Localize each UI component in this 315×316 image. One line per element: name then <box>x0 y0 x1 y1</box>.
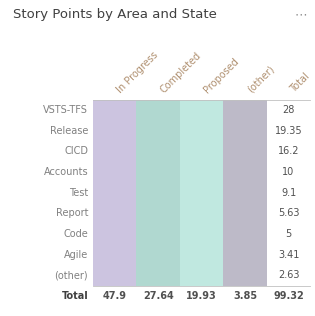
Text: 0: 0 <box>112 208 118 218</box>
Text: VSTS-TFS: VSTS-TFS <box>43 105 88 115</box>
Text: 0: 0 <box>112 167 118 177</box>
Text: 19.35: 19.35 <box>275 125 302 136</box>
Text: CICD: CICD <box>64 146 88 156</box>
Text: 0.66: 0.66 <box>147 250 169 260</box>
Text: 27.64: 27.64 <box>143 291 174 301</box>
Text: 0: 0 <box>242 146 248 156</box>
Text: 10.2: 10.2 <box>147 125 169 136</box>
Text: 0.5: 0.5 <box>238 105 253 115</box>
Text: 0.2: 0.2 <box>151 146 166 156</box>
Text: 0: 0 <box>242 167 248 177</box>
Text: 0: 0 <box>112 229 118 239</box>
Text: 0.35: 0.35 <box>234 188 256 198</box>
Text: 1.5: 1.5 <box>238 250 253 260</box>
Text: Accounts: Accounts <box>43 167 88 177</box>
Text: Agile: Agile <box>64 250 88 260</box>
Text: 4.15: 4.15 <box>104 125 125 136</box>
Text: Completed: Completed <box>158 50 203 95</box>
Text: 1.5: 1.5 <box>151 105 166 115</box>
Text: Total: Total <box>289 72 312 95</box>
Text: 2.63: 2.63 <box>278 270 299 281</box>
Text: ⋯: ⋯ <box>295 8 307 21</box>
Text: Story Points by Area and State: Story Points by Area and State <box>13 8 216 21</box>
Text: 0: 0 <box>198 105 205 115</box>
Text: 0: 0 <box>155 229 161 239</box>
Text: 16: 16 <box>109 146 121 156</box>
Text: Release: Release <box>50 125 88 136</box>
Text: 5.63: 5.63 <box>278 208 299 218</box>
Text: 3.41: 3.41 <box>278 250 299 260</box>
Text: (other): (other) <box>54 270 88 281</box>
Text: Code: Code <box>63 229 88 239</box>
Text: In Progress: In Progress <box>115 50 160 95</box>
Text: 0: 0 <box>242 229 248 239</box>
Text: Total: Total <box>61 291 88 301</box>
Text: 3.85: 3.85 <box>233 291 257 301</box>
Text: 4.13: 4.13 <box>191 208 212 218</box>
Text: Report: Report <box>56 208 88 218</box>
Text: 0: 0 <box>242 125 248 136</box>
Text: 0: 0 <box>112 270 118 281</box>
Text: 3.5: 3.5 <box>194 188 209 198</box>
Text: 10: 10 <box>283 167 295 177</box>
Text: 0: 0 <box>198 146 205 156</box>
Text: 0: 0 <box>198 250 205 260</box>
Text: 2.3: 2.3 <box>194 270 209 281</box>
Text: 16.2: 16.2 <box>278 146 299 156</box>
Text: 47.9: 47.9 <box>103 291 127 301</box>
Text: 1.25: 1.25 <box>104 250 125 260</box>
Text: 26: 26 <box>108 105 121 115</box>
Text: 0: 0 <box>198 167 205 177</box>
Text: 19.93: 19.93 <box>186 291 217 301</box>
Text: 0.5: 0.5 <box>107 188 122 198</box>
Text: 5: 5 <box>198 229 205 239</box>
Text: 10: 10 <box>152 167 164 177</box>
Text: 5: 5 <box>285 229 292 239</box>
Text: 5: 5 <box>198 125 205 136</box>
Text: 0: 0 <box>155 208 161 218</box>
Text: 0.33: 0.33 <box>147 270 169 281</box>
Text: 28: 28 <box>282 105 295 115</box>
Text: Proposed: Proposed <box>202 56 240 95</box>
Text: Test: Test <box>69 188 88 198</box>
Text: 0: 0 <box>242 270 248 281</box>
Text: (other): (other) <box>245 64 276 95</box>
Text: 1.5: 1.5 <box>238 208 253 218</box>
Text: 99.32: 99.32 <box>273 291 304 301</box>
Text: 4.75: 4.75 <box>147 188 169 198</box>
Text: 9.1: 9.1 <box>281 188 296 198</box>
